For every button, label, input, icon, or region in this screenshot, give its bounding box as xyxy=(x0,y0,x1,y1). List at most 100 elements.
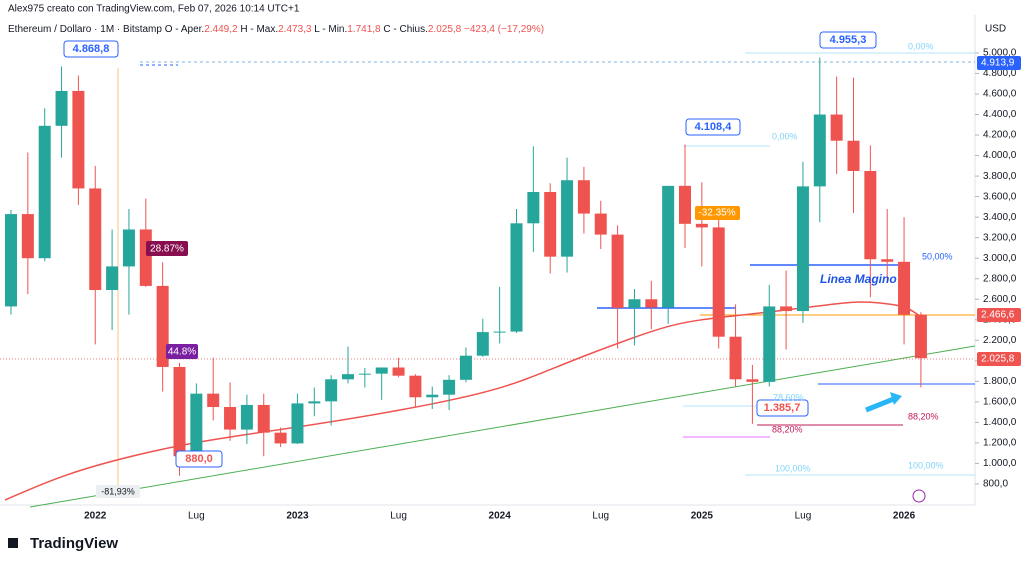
candle-body xyxy=(207,393,220,407)
x-tick-label: Lug xyxy=(795,511,812,522)
candle-body xyxy=(291,403,304,444)
label-box xyxy=(175,450,223,468)
candle-body xyxy=(55,90,68,126)
candle-body xyxy=(662,185,675,308)
annotation: 4.868,8 xyxy=(73,43,110,55)
candle-body xyxy=(89,188,102,291)
annotations: 4.868,8 880,0 4.108,4 1.385,7 4.955,3 Li… xyxy=(63,31,1021,503)
candle-body xyxy=(594,213,607,235)
label-box xyxy=(756,399,809,417)
arrow xyxy=(865,395,897,413)
annotation: 1.385,7 xyxy=(764,402,801,414)
annotation: 2.025,8 xyxy=(981,354,1015,365)
candle-body xyxy=(561,180,574,257)
label-box xyxy=(96,485,140,498)
candle-body xyxy=(847,140,860,171)
candle-body xyxy=(426,394,439,398)
arrow-head xyxy=(890,392,902,405)
annotation: 100,00% xyxy=(775,463,811,473)
candle-body xyxy=(864,170,877,260)
annotation: 4.913,9 xyxy=(981,58,1015,69)
legend-item: Ethereum / Dollaro · 1M · Bitstamp xyxy=(8,24,162,35)
candle-body xyxy=(443,379,456,395)
annotation: -81,93% xyxy=(101,486,135,496)
candle-body xyxy=(796,186,809,312)
y-tick-label: 2.800,0 xyxy=(983,273,1017,284)
y-tick-label: 4.000,0 xyxy=(983,150,1017,161)
candle-body xyxy=(190,393,203,457)
annotation: 2.466,6 xyxy=(981,310,1015,321)
candle-body xyxy=(122,229,135,267)
annotation: 880,0 xyxy=(185,453,213,465)
candle-body xyxy=(5,214,17,307)
candle-body xyxy=(746,379,759,382)
x-tick-label: 2025 xyxy=(691,511,714,522)
annotation: 0,00% xyxy=(908,41,934,51)
y-tick-label: 1.000,0 xyxy=(983,458,1017,469)
label-box xyxy=(685,118,741,136)
legend-item: O - Aper. xyxy=(165,24,204,35)
event-icon[interactable] xyxy=(912,489,926,503)
logo: TradingView xyxy=(8,535,118,552)
x-tick-label: 2023 xyxy=(286,511,309,522)
moving-average xyxy=(4,301,921,501)
candle-body xyxy=(156,285,169,367)
author: Alex975 creato con TradingView.com, Feb … xyxy=(8,4,300,15)
candle-body xyxy=(392,367,405,376)
annotation: -32.35% xyxy=(698,208,735,219)
candle-body xyxy=(358,373,371,375)
annotation: 78,60% xyxy=(773,392,804,402)
annotation: 100,00% xyxy=(908,460,944,470)
candle-body xyxy=(780,306,793,312)
trend-line xyxy=(29,345,976,508)
y-tick-label: 4.600,0 xyxy=(983,89,1017,100)
annotation: 44.8% xyxy=(168,347,196,358)
candle-body xyxy=(38,125,51,259)
axis: 800,0 1.000,0 1.200,0 1.400,0 1.600,0 1.800,0… xyxy=(975,48,1017,490)
y-tick-label: 2.200,0 xyxy=(983,335,1017,346)
annotation: 28.87% xyxy=(150,244,184,255)
candle-body xyxy=(493,331,506,333)
y-tick-label: 4.800,0 xyxy=(983,68,1017,79)
candle-body xyxy=(813,114,826,187)
y-tick-label: 800,0 xyxy=(983,479,1008,490)
annotation: Linea Magino xyxy=(820,272,897,286)
annotation: 88,20% xyxy=(908,411,939,421)
candle-body xyxy=(72,90,85,189)
x-tick-label: 2022 xyxy=(84,511,107,522)
legend-text: Ethereum / Dollaro · 1M · Bitstamp O - A… xyxy=(8,24,544,35)
x-tick-label: 2024 xyxy=(489,511,512,522)
candle-body xyxy=(240,404,253,430)
candle-body xyxy=(106,266,119,291)
label-box xyxy=(819,31,877,49)
y-tick-label: 1.800,0 xyxy=(983,376,1017,387)
candle-body xyxy=(139,229,152,286)
label-box xyxy=(695,206,740,220)
candle-body xyxy=(459,355,472,380)
y-tick-label: 4.200,0 xyxy=(983,130,1017,141)
legend-item: C - Chius. xyxy=(383,24,427,35)
legend-item: 2.025,8 xyxy=(428,24,462,35)
candle-body xyxy=(342,374,354,380)
candle-body xyxy=(914,314,927,359)
logo-mark xyxy=(8,538,18,548)
legend-item: L - Min. xyxy=(314,24,347,35)
legend-item: H - Max. xyxy=(240,24,278,35)
annotation: 4.955,3 xyxy=(830,34,867,46)
annotation: 4.108,4 xyxy=(695,121,733,133)
candle-body xyxy=(375,367,388,374)
label-box xyxy=(166,344,198,359)
candle-body xyxy=(729,336,742,380)
candle-body xyxy=(21,214,34,259)
candle-body xyxy=(308,401,321,404)
annotation: 0,00% xyxy=(772,131,798,141)
x-tick-label: Lug xyxy=(188,511,205,522)
candle-body xyxy=(325,379,338,402)
x-tick-label: 2026 xyxy=(893,511,916,522)
y-tick-label: 3.000,0 xyxy=(983,253,1017,264)
candle-body xyxy=(679,185,691,224)
y-tick-label: 3.600,0 xyxy=(983,191,1017,202)
candle-body xyxy=(510,223,523,332)
candle-body xyxy=(645,299,658,308)
